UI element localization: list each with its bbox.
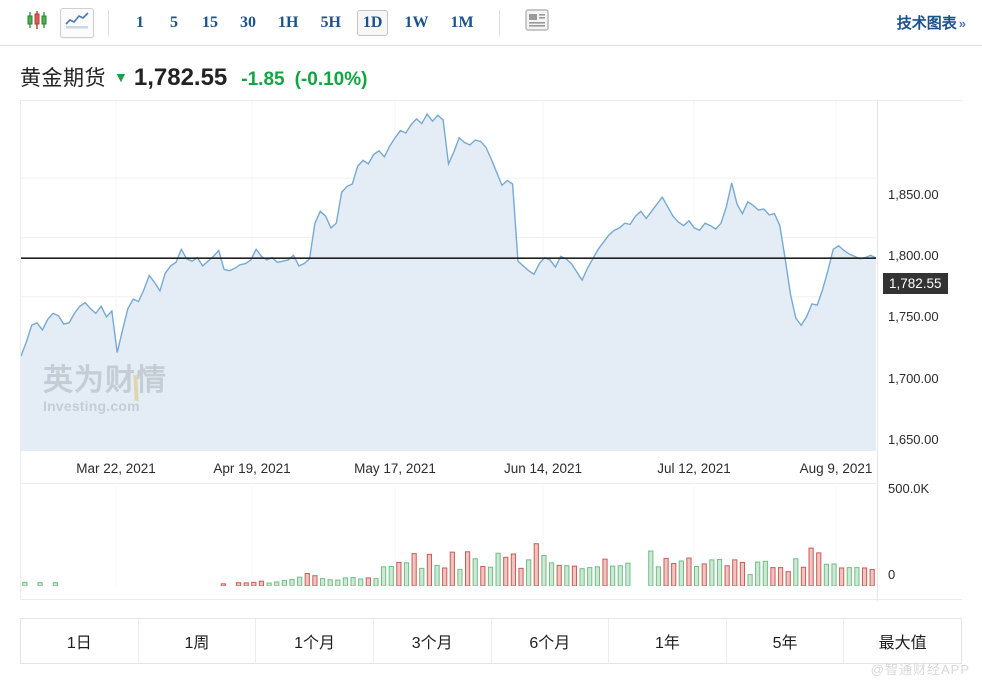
range-selector: 1日 1周 1个月 3个月 6个月 1年 5年 最大值 — [20, 618, 962, 664]
volume-tick-max: 500.0K — [888, 481, 930, 496]
chart-toolbar: 1 5 15 30 1H 5H 1D 1W 1M 技术图表» — [0, 0, 982, 46]
x-tick-2: May 17, 2021 — [354, 461, 436, 476]
toolbar-divider-1 — [108, 9, 109, 36]
technical-charts-label: 技术图表 — [896, 15, 957, 32]
line-chart-type-button[interactable] — [60, 7, 94, 38]
volume-tick-zero: 0 — [888, 567, 896, 582]
timeframe-1[interactable]: 1 — [136, 13, 144, 31]
current-price-badge: 1,782.55 — [883, 273, 948, 294]
x-tick-5: Aug 9, 2021 — [799, 461, 873, 476]
candlestick-icon — [26, 10, 48, 35]
timeframe-1h[interactable]: 1H — [278, 13, 299, 31]
timeframe-1d[interactable]: 1D — [356, 9, 389, 36]
y-tick-1650: 1,650.00 — [888, 432, 939, 447]
timeframe-1m[interactable]: 1M — [450, 13, 474, 31]
x-tick-4: Jul 12, 2021 — [657, 461, 731, 476]
y-tick-1750: 1,750.00 — [888, 309, 939, 324]
x-tick-1: Apr 19, 2021 — [213, 461, 291, 476]
timeframe-30[interactable]: 30 — [240, 13, 256, 31]
range-button-6mo[interactable]: 6个月 — [492, 619, 610, 663]
timeframe-1w[interactable]: 1W — [404, 13, 429, 31]
line-chart-icon — [65, 11, 89, 34]
y-tick-1800: 1,800.00 — [888, 248, 939, 263]
price-change-percent: (-0.10%) — [294, 69, 368, 90]
news-layout-button[interactable] — [520, 8, 554, 38]
news-layout-icon — [524, 9, 549, 36]
y-tick-1700: 1,700.00 — [888, 371, 939, 386]
range-button-1w[interactable]: 1周 — [139, 619, 257, 663]
y-tick-1850: 1,850.00 — [888, 187, 939, 202]
volume-bars-series — [22, 486, 875, 586]
timeframe-5[interactable]: 5 — [170, 13, 178, 31]
price-plot[interactable] — [21, 101, 876, 451]
chart-area[interactable]: 英为财情 Investing.com \ Mar 22, 2021 Apr 19… — [20, 100, 963, 601]
range-button-3mo[interactable]: 3个月 — [374, 619, 492, 663]
chevron-right-icon: » — [958, 16, 966, 31]
instrument-name: 黄金期货 — [20, 67, 106, 90]
range-button-max[interactable]: 最大值 — [878, 635, 927, 652]
price-direction-down-icon: ▼ — [114, 69, 128, 85]
toolbar-divider-2 — [498, 9, 500, 36]
last-price: 1,782.55 — [133, 64, 228, 91]
price-area-series — [21, 101, 876, 451]
quote-header: 黄金期货 ▼ 1,782.55 -1.85 (-0.10%) — [20, 62, 367, 96]
timeframe-15[interactable]: 15 — [202, 13, 218, 31]
range-button-1d[interactable]: 1日 — [21, 619, 139, 663]
range-button-1y[interactable]: 1年 — [609, 619, 727, 663]
range-button-1mo[interactable]: 1个月 — [256, 619, 374, 663]
volume-plot[interactable] — [21, 486, 876, 586]
x-tick-0: Mar 22, 2021 — [76, 461, 156, 476]
app-watermark: @智通财经APP — [870, 662, 970, 677]
y-axis: 1,850.00 1,800.00 1,782.55 1,750.00 1,70… — [877, 101, 963, 601]
x-tick-3: Jun 14, 2021 — [503, 461, 583, 476]
candlestick-chart-type-button[interactable] — [20, 8, 54, 38]
technical-charts-link[interactable]: 技术图表» — [897, 12, 966, 33]
x-axis: Mar 22, 2021 Apr 19, 2021 May 17, 2021 J… — [21, 456, 876, 484]
timeframe-5h[interactable]: 5H — [320, 13, 341, 31]
price-change: -1.85 — [241, 69, 285, 90]
range-button-5y[interactable]: 5年 — [727, 619, 845, 663]
